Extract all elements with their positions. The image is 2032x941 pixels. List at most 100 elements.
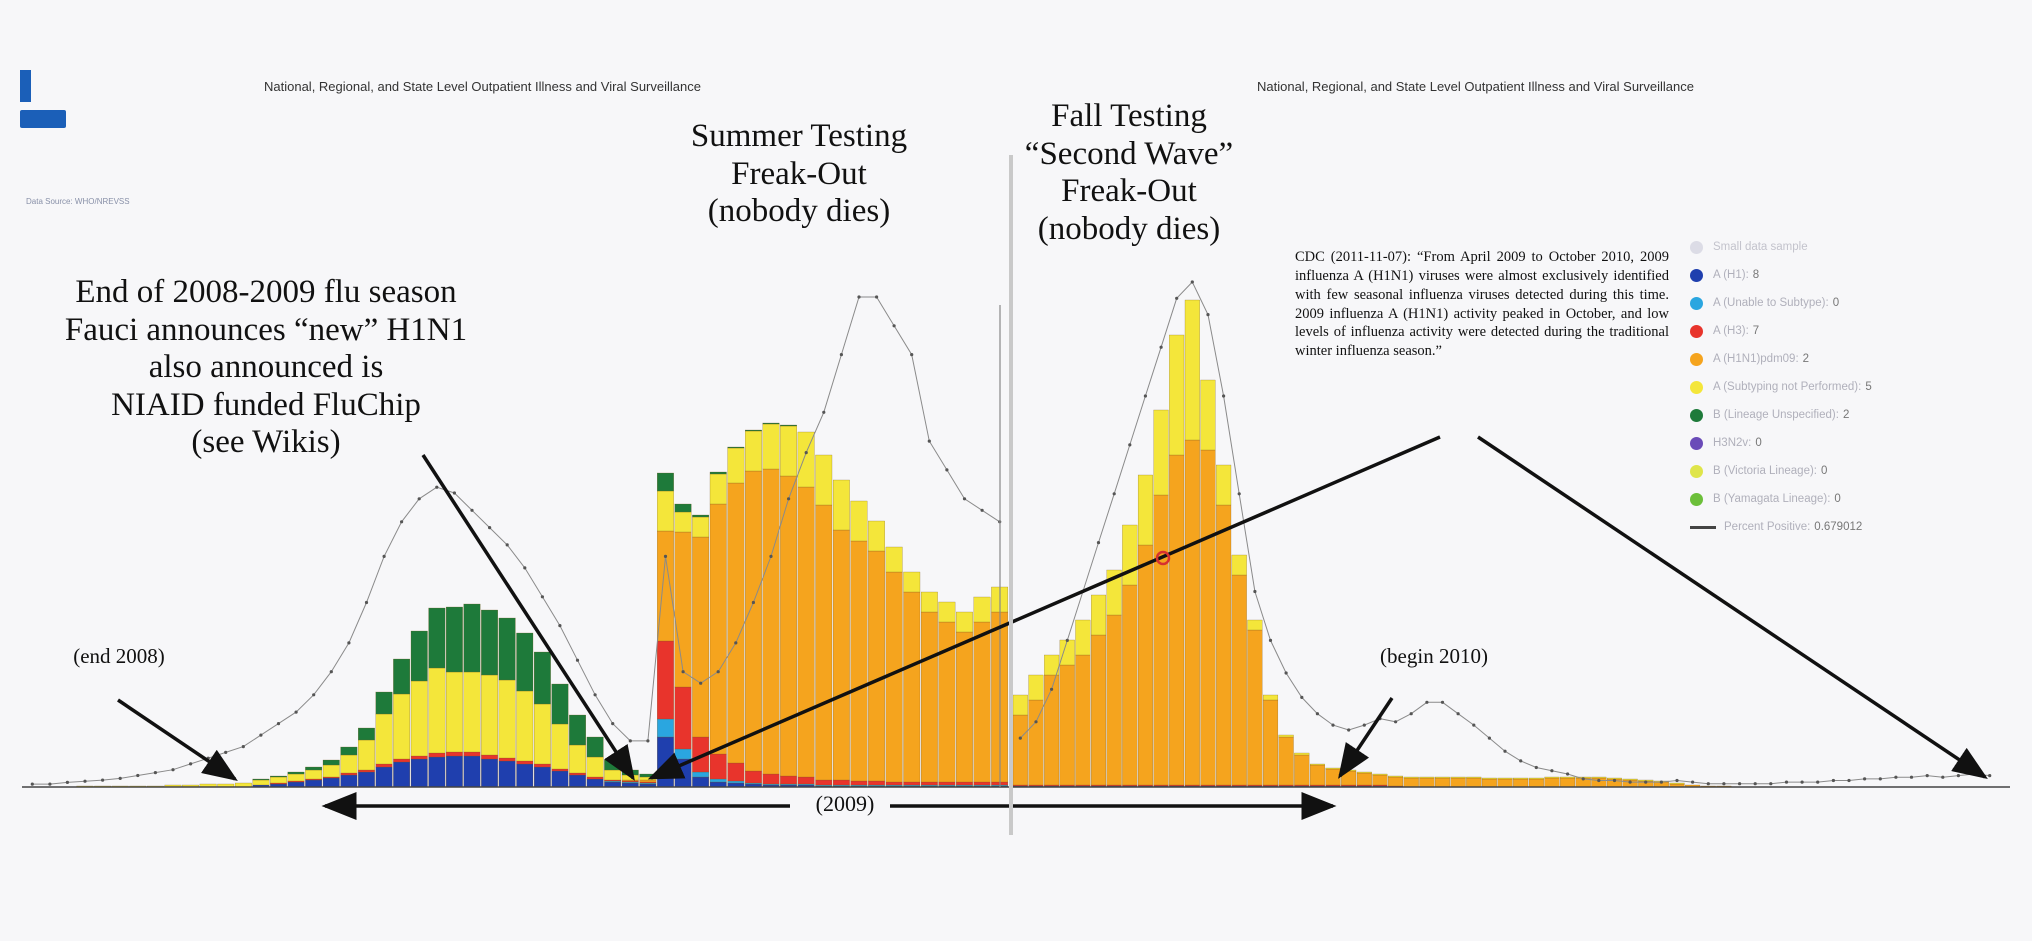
bar-segment xyxy=(551,768,569,772)
legend-item[interactable]: A (Subtyping not Performed): 5 xyxy=(1690,373,2020,401)
percent-point xyxy=(347,641,351,645)
panel-divider xyxy=(1009,155,1013,835)
bar-segment xyxy=(1200,784,1216,787)
legend-line-icon xyxy=(1690,525,1716,529)
bar-segment xyxy=(551,770,569,788)
bar-segment xyxy=(1434,777,1450,788)
bar-segment xyxy=(727,446,745,449)
summer-testing-annotation: Summer Testing Freak-Out (nobody dies) xyxy=(690,118,908,230)
bar-segment xyxy=(498,679,516,759)
span-2009-label: (2009) xyxy=(800,791,890,817)
percent-point xyxy=(171,768,175,772)
percent-point xyxy=(1550,769,1554,773)
legend-item-label: B (Victoria Lineage): xyxy=(1713,465,1817,477)
percent-point xyxy=(435,485,439,489)
bar-segment xyxy=(920,784,938,787)
bar-segment xyxy=(1481,777,1497,780)
legend-item-label: B (Yamagata Lineage): xyxy=(1713,493,1831,505)
bar-segment xyxy=(481,754,498,760)
bar-segment xyxy=(1184,299,1200,441)
bar-segment xyxy=(1028,699,1044,786)
bar-segment xyxy=(1606,777,1622,780)
bar-segment xyxy=(1153,409,1169,496)
bar-segment xyxy=(1356,772,1372,786)
bar-segment xyxy=(674,511,692,533)
percent-point xyxy=(1222,394,1226,398)
legend-item-value: 7 xyxy=(1752,325,1760,337)
bar-segment xyxy=(885,546,903,573)
bar-segment xyxy=(938,601,956,623)
percent-point xyxy=(1018,736,1022,740)
bar-segment xyxy=(1325,784,1341,787)
legend-item[interactable]: H3N2v: 0 xyxy=(1690,429,2020,457)
bar-segment xyxy=(1309,764,1325,786)
percent-point xyxy=(1440,700,1445,704)
legend-item[interactable]: A (H3): 7 xyxy=(1690,317,2020,345)
bar-segment xyxy=(1591,776,1607,779)
percent-positive-lines xyxy=(30,280,1992,786)
bar-segment xyxy=(516,632,534,692)
percent-point xyxy=(1597,778,1601,783)
bar-segment xyxy=(1169,334,1185,456)
percent-point xyxy=(276,722,281,726)
bar-segment xyxy=(375,713,393,765)
legend-item[interactable]: B (Lineage Unspecified): 2 xyxy=(1690,401,2020,429)
legend-item[interactable]: B (Victoria Lineage): 0 xyxy=(1690,457,2020,485)
bar-segment xyxy=(322,776,340,779)
bar-segment xyxy=(745,770,762,784)
bar-segment xyxy=(340,746,358,756)
percent-point xyxy=(1347,728,1351,732)
legend-swatch-icon xyxy=(1690,464,1703,478)
percent-point xyxy=(382,554,386,559)
bar-segment xyxy=(270,782,287,785)
bar-segment xyxy=(1075,654,1091,786)
bar-segment xyxy=(358,727,375,741)
right-panel-bars xyxy=(1012,299,1732,788)
left-panel-bars xyxy=(76,422,1009,788)
percent-point xyxy=(241,745,245,749)
bar-segment xyxy=(762,773,780,785)
bar-segment xyxy=(1450,776,1466,779)
bar-segment xyxy=(516,760,534,765)
bar-segment xyxy=(692,776,710,788)
bar-segment xyxy=(1091,594,1107,636)
bar-segment xyxy=(1044,784,1060,787)
percent-point xyxy=(259,733,263,737)
legend-swatch-icon xyxy=(1690,380,1703,394)
legend-item[interactable]: A (Unable to Subtype): 0 xyxy=(1690,289,2020,317)
bar-segment xyxy=(1169,454,1185,786)
annotation-arrow xyxy=(421,454,635,781)
bar-segment xyxy=(709,781,727,788)
bar-segment xyxy=(551,723,569,770)
bar-segment xyxy=(445,751,463,757)
bar-segment xyxy=(586,736,604,758)
bar-segment xyxy=(358,771,375,788)
bar-segment xyxy=(1091,784,1107,787)
bar-segment xyxy=(1122,784,1138,787)
bar-segment xyxy=(1278,736,1294,786)
bar-segment xyxy=(287,780,305,783)
bar-segment xyxy=(498,617,516,681)
bar-segment xyxy=(832,784,850,787)
legend-item-value: 2 xyxy=(1802,353,1810,365)
bar-segment xyxy=(1028,784,1044,787)
bar-segment xyxy=(780,424,797,427)
legend-percent-positive[interactable]: Percent Positive: 0.679012 xyxy=(1690,513,2020,541)
bar-segment xyxy=(903,591,921,783)
percent-point xyxy=(611,722,615,726)
bar-segment xyxy=(657,490,674,532)
percent-point xyxy=(1722,782,1726,786)
bar-segment xyxy=(1012,784,1028,787)
bar-segment xyxy=(674,748,692,760)
bar-segment xyxy=(709,471,727,475)
bar-segment xyxy=(885,781,903,786)
legend-item[interactable]: A (H1): 8 xyxy=(1690,261,2020,289)
percent-point xyxy=(1300,695,1304,700)
legend-item-value: 8 xyxy=(1752,269,1760,281)
bar-segment xyxy=(428,667,446,754)
legend-item[interactable]: A (H1N1)pdm09: 2 xyxy=(1690,345,2020,373)
bar-segment xyxy=(1184,784,1200,787)
legend-title-row[interactable]: Small data sample xyxy=(1690,233,2020,261)
legend-item[interactable]: B (Yamagata Lineage): 0 xyxy=(1690,485,2020,513)
bar-segment xyxy=(270,776,287,784)
